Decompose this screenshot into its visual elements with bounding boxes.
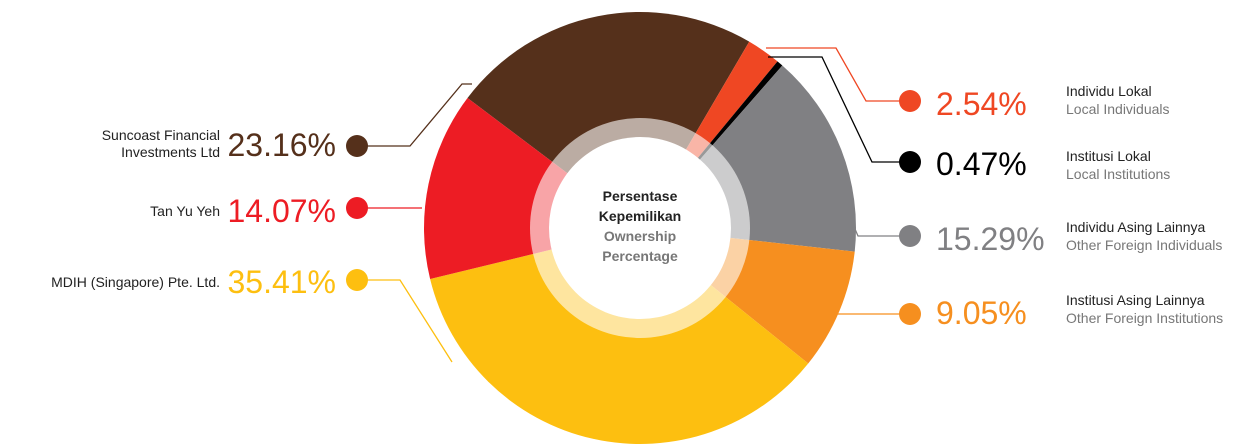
legend-label-local-institutions: Institusi Lokal Local Institutions (1066, 147, 1170, 183)
legend-label-suncoast: Suncoast Financial Investments Ltd (40, 127, 220, 161)
slice-suncoast (467, 11, 750, 228)
donut-center (549, 137, 731, 319)
legend-dot-local-individuals (899, 90, 921, 112)
legend-label-local-institutions-en: Local Institutions (1066, 166, 1171, 182)
percent-local-institutions: 0.47% (936, 146, 1027, 182)
legend-dot-mdih (346, 269, 368, 291)
legend-dot-tan (346, 197, 368, 219)
leader-line-other-foreign-individuals (851, 221, 910, 237)
legend-label-other-foreign-institutions: Institusi Asing Lainnya Other Foreign In… (1066, 291, 1223, 327)
legend-label-mdih: MDIH (Singapore) Pte. Ltd. (51, 274, 220, 290)
legend-label-tan: Tan Yu Yeh (150, 203, 220, 219)
legend-label-suncoast-line2: Investments Ltd (121, 144, 220, 160)
center-label-line2: Kepemilikan (598, 208, 682, 224)
percent-mdih: 35.41% (227, 264, 336, 300)
percent-suncoast: 23.16% (227, 127, 336, 163)
legend-label-other-foreign-individuals: Individu Asing Lainnya Other Foreign Ind… (1066, 218, 1222, 254)
leader-line-local-individuals (766, 47, 910, 102)
center-label-line3: Ownership (603, 228, 677, 244)
center-label-line1: Persentase (602, 188, 678, 204)
center-label-line4: Percentage (602, 248, 678, 264)
legend-dot-local-institutions (899, 151, 921, 173)
legend-label-other-foreign-institutions-en: Other Foreign Institutions (1066, 310, 1224, 326)
legend-label-local-individuals-id: Individu Lokal (1066, 83, 1152, 99)
legend-dot-other-foreign-individuals (899, 225, 921, 247)
legend-label-local-individuals-en: Local Individuals (1066, 101, 1170, 117)
percent-other-foreign-individuals: 15.29% (936, 221, 1045, 257)
legend-label-other-foreign-individuals-en: Other Foreign Individuals (1066, 237, 1223, 253)
legend-dot-suncoast (346, 135, 368, 157)
percent-other-foreign-institutions: 9.05% (936, 295, 1027, 331)
leader-line-local-institutions (768, 56, 910, 163)
center-label: Persentase Kepemilikan Ownership Percent… (570, 186, 710, 266)
percent-local-individuals: 2.54% (936, 86, 1027, 122)
percent-tan: 14.07% (227, 193, 336, 229)
legend-label-local-institutions-id: Institusi Lokal (1066, 148, 1151, 164)
legend-label-other-foreign-institutions-id: Institusi Asing Lainnya (1066, 292, 1205, 308)
legend-dot-other-foreign-institutions (899, 303, 921, 325)
leader-line-mdih (357, 279, 453, 363)
leader-line-suncoast (357, 83, 472, 147)
legend-label-other-foreign-individuals-id: Individu Asing Lainnya (1066, 219, 1206, 235)
legend-label-suncoast-line1: Suncoast Financial (101, 127, 220, 143)
legend-label-local-individuals: Individu Lokal Local Individuals (1066, 82, 1170, 118)
